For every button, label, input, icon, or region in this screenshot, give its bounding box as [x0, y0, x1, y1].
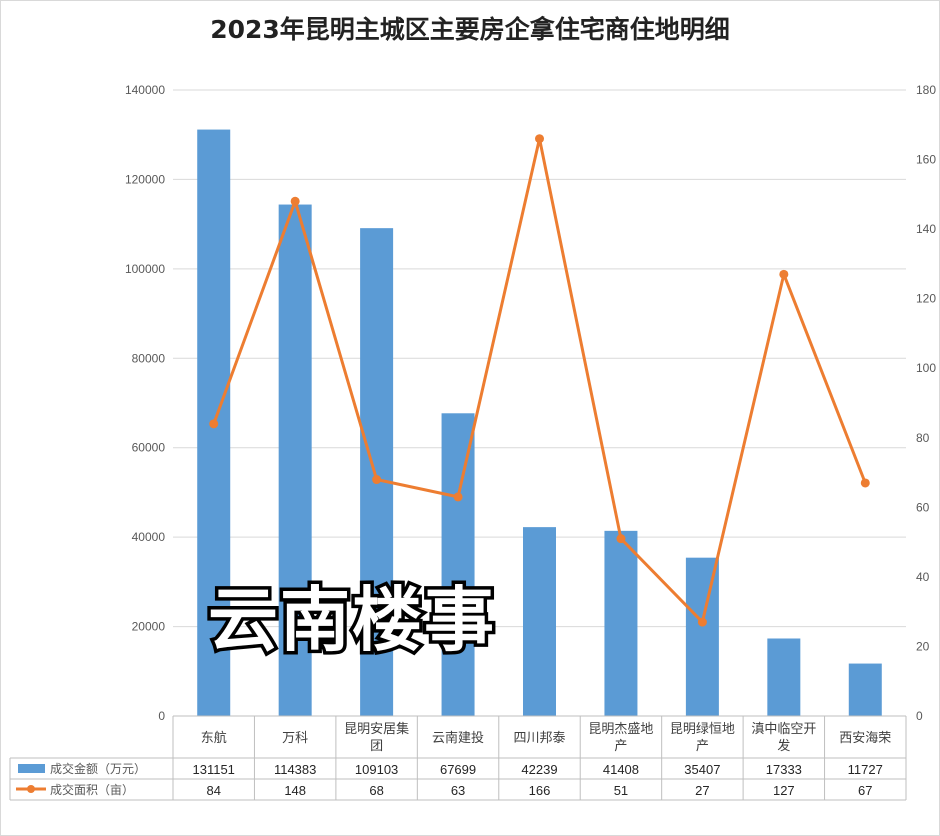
bar — [767, 638, 801, 716]
x-category-label: 西安海荣 — [839, 731, 891, 746]
line-point — [372, 475, 382, 485]
x-category-label: 昆明绿恒地 — [670, 722, 735, 737]
y-left-tick-label: 100000 — [125, 262, 165, 276]
y-left-tick-label: 0 — [158, 709, 165, 723]
line-point — [779, 269, 789, 279]
watermark-text: 云南楼事 — [205, 579, 498, 661]
bar — [360, 228, 394, 716]
y-right-tick-label: 20 — [916, 639, 930, 653]
bar — [278, 204, 312, 716]
legend-bar-label: 成交金额（万元） — [50, 761, 146, 776]
x-category-label: 产 — [696, 739, 709, 754]
table-value-area: 127 — [773, 783, 795, 798]
x-category-label: 万科 — [282, 731, 308, 746]
line-point — [860, 478, 870, 488]
legend-line-label: 成交面积（亩） — [50, 782, 134, 797]
bar — [848, 663, 882, 716]
x-category-label: 昆明杰盛地 — [588, 722, 653, 737]
table-value-area: 67 — [858, 783, 872, 798]
x-category-label: 云南建投 — [432, 730, 484, 746]
y-right-tick-label: 40 — [916, 570, 930, 584]
line-point — [209, 419, 219, 429]
y-right-tick-label: 60 — [916, 500, 930, 514]
table-value-amount: 67699 — [440, 762, 476, 777]
y-left-tick-label: 140000 — [125, 83, 165, 97]
y-right-tick-label: 0 — [916, 709, 923, 723]
line-point — [290, 196, 300, 206]
table-value-area: 27 — [695, 783, 709, 798]
table-value-amount: 114383 — [274, 762, 316, 777]
y-right-tick-label: 140 — [916, 222, 936, 236]
legend-bar-key — [18, 764, 45, 773]
bar — [685, 557, 719, 716]
y-right-tick-label: 80 — [916, 431, 930, 445]
table-value-area: 68 — [369, 783, 383, 798]
x-category-label: 发 — [777, 738, 790, 754]
table-value-amount: 109103 — [355, 762, 398, 777]
bar — [604, 530, 638, 716]
y-right-tick-label: 160 — [916, 153, 936, 167]
y-left-tick-label: 80000 — [132, 351, 166, 365]
chart-title: 2023年昆明主城区主要房企拿住宅商住地明细 — [210, 15, 730, 44]
y-left-tick-label: 40000 — [132, 530, 166, 544]
y-left-tick-label: 120000 — [125, 172, 165, 186]
table-value-amount: 41408 — [603, 762, 639, 777]
table-value-amount: 42239 — [521, 762, 557, 777]
table-value-area: 148 — [284, 783, 306, 798]
y-right-tick-label: 180 — [916, 83, 936, 97]
table-value-area: 166 — [529, 783, 551, 798]
line-point — [616, 534, 626, 544]
x-category-label: 滇中临空开 — [751, 722, 816, 737]
line-point — [535, 134, 544, 144]
table-value-area: 63 — [451, 783, 465, 798]
table-value-amount: 131151 — [193, 762, 235, 777]
x-category-label: 四川邦泰 — [513, 731, 565, 746]
line-point — [697, 617, 707, 627]
y-right-tick-label: 120 — [916, 292, 936, 306]
y-left-tick-label: 20000 — [132, 620, 166, 634]
bar — [523, 527, 556, 716]
table-value-amount: 35407 — [684, 762, 720, 777]
legend-line-marker — [27, 785, 35, 793]
table-value-amount: 11727 — [848, 762, 883, 777]
x-category-label: 产 — [614, 739, 627, 754]
x-category-label: 团 — [370, 739, 383, 754]
table-value-amount: 17333 — [766, 762, 802, 777]
y-right-tick-label: 100 — [916, 361, 936, 375]
x-category-label: 昆明安居集 — [344, 721, 409, 737]
x-category-label: 东航 — [201, 730, 227, 746]
table-value-area: 51 — [614, 783, 628, 798]
line-point — [453, 492, 463, 502]
table-value-area: 84 — [206, 783, 220, 798]
bar — [441, 413, 475, 716]
y-left-tick-label: 60000 — [132, 441, 166, 455]
